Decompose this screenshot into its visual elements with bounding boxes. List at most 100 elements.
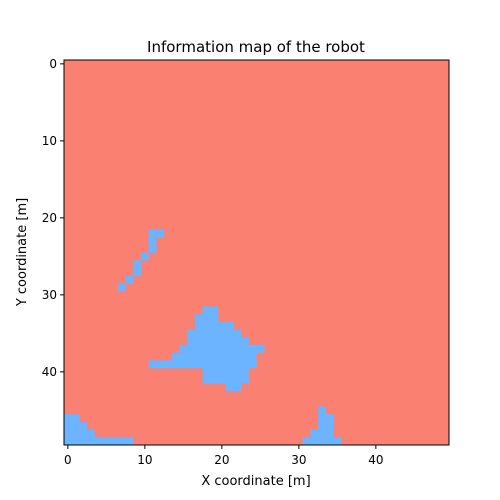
explored-cell (248, 360, 257, 369)
explored-cell (210, 360, 219, 369)
explored-cell (194, 344, 203, 353)
explored-cell (225, 383, 234, 392)
explored-cell (202, 306, 211, 315)
explored-cell (171, 360, 180, 369)
explored-cell (218, 337, 226, 346)
explored-cell (210, 329, 219, 338)
explored-cell (225, 352, 234, 361)
explored-cell (102, 437, 111, 446)
y-tick-label: 0 (49, 57, 57, 71)
explored-cell (210, 306, 219, 315)
explored-cell (225, 321, 234, 330)
explored-cell (117, 437, 126, 446)
explored-cell (194, 360, 203, 369)
explored-cell (233, 344, 242, 353)
explored-cell (218, 329, 226, 338)
explored-cell (225, 344, 234, 353)
explored-cell (71, 414, 80, 423)
x-tick-label: 30 (291, 453, 306, 467)
y-tick-label: 10 (42, 134, 57, 148)
explored-cell (179, 344, 188, 353)
explored-cell (302, 437, 311, 446)
x-tick-label: 40 (368, 453, 383, 467)
explored-cell (233, 375, 242, 384)
explored-cell (210, 321, 219, 330)
explored-cell (218, 321, 226, 330)
explored-cell (187, 329, 196, 338)
explored-cell (148, 244, 157, 253)
explored-cell (148, 237, 157, 246)
explored-cell (141, 252, 149, 261)
explored-cell (202, 352, 211, 361)
explored-cell (202, 360, 211, 369)
explored-cell (318, 437, 327, 446)
explored-cell (133, 260, 142, 269)
explored-cell (210, 337, 219, 346)
explored-cell (210, 314, 219, 323)
explored-cell (210, 352, 219, 361)
explored-cell (187, 337, 196, 346)
explored-cell (179, 360, 188, 369)
explored-cell (164, 360, 173, 369)
explored-cell (79, 437, 88, 446)
explored-cell (241, 360, 250, 369)
x-tick-label: 10 (137, 453, 152, 467)
explored-cell (325, 414, 334, 423)
explored-cell (233, 329, 242, 338)
explored-cell (156, 229, 165, 238)
y-tick-label: 40 (42, 365, 57, 379)
explored-cell (241, 352, 250, 361)
explored-cell (218, 368, 226, 376)
x-tick-label: 0 (64, 453, 72, 467)
explored-cell (64, 437, 72, 446)
y-axis-label: Y coordinate [m] (15, 198, 30, 307)
explored-cell (325, 429, 334, 438)
explored-cell (179, 352, 188, 361)
explored-cell (233, 360, 242, 369)
explored-cell (194, 314, 203, 323)
explored-cell (241, 337, 250, 346)
explored-cell (148, 360, 157, 369)
explored-cell (194, 337, 203, 346)
explored-cell (64, 421, 72, 430)
explored-cell (225, 375, 234, 384)
explored-cell (148, 229, 157, 238)
explored-cell (202, 368, 211, 376)
explored-cell (117, 283, 126, 292)
explored-cell (79, 421, 88, 430)
heatmap-cells (64, 60, 449, 446)
explored-cell (156, 360, 165, 369)
explored-cell (187, 352, 196, 361)
explored-cell (218, 360, 226, 369)
explored-cell (133, 267, 142, 276)
y-tick-label: 30 (42, 288, 57, 302)
explored-cell (218, 375, 226, 384)
explored-cell (210, 375, 219, 384)
explored-cell (194, 329, 203, 338)
explored-cell (79, 429, 88, 438)
explored-cell (233, 337, 242, 346)
explored-cell (64, 429, 72, 438)
explored-cell (202, 314, 211, 323)
explored-cell (94, 437, 103, 446)
explored-cell (225, 329, 234, 338)
explored-cell (210, 344, 219, 353)
explored-cell (225, 360, 234, 369)
explored-cell (318, 429, 327, 438)
explored-cell (248, 352, 257, 361)
explored-cell (171, 352, 180, 361)
axes-frame (63, 59, 450, 446)
explored-cell (318, 414, 327, 423)
explored-cell (241, 344, 250, 353)
y-tick-label: 20 (42, 211, 57, 225)
explored-cell (218, 352, 226, 361)
explored-cell (225, 337, 234, 346)
explored-cell (71, 429, 80, 438)
explored-cell (210, 368, 219, 376)
chart-title: Information map of the robot (147, 38, 365, 56)
explored-cell (256, 344, 265, 353)
explored-cell (202, 337, 211, 346)
explored-cell (241, 368, 250, 376)
explored-cell (194, 321, 203, 330)
